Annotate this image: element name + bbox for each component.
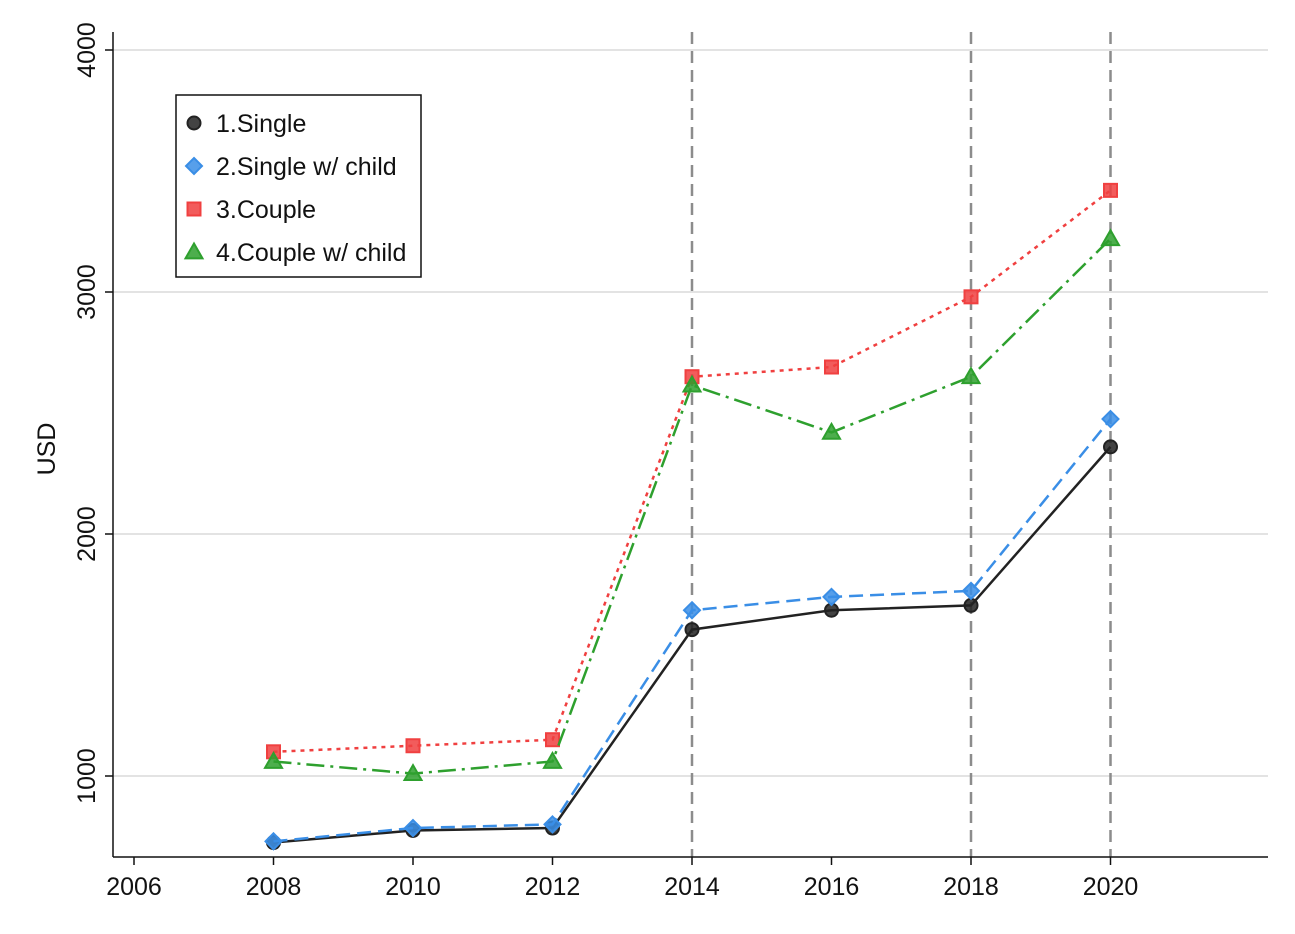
data-point (402, 763, 424, 781)
data-point (681, 374, 703, 393)
ticks: 2006 2008 2010 2012 2014 2016 2018 2020 1000 2000… (73, 22, 1138, 901)
x-tick-label: 2012 (525, 873, 581, 901)
x-tick-label: 2018 (943, 873, 999, 901)
x-tick-label: 2016 (804, 873, 860, 901)
data-point (403, 818, 423, 838)
data-point (545, 732, 560, 748)
data-point (543, 814, 562, 834)
series-4 (263, 228, 1121, 781)
x-tick-label: 2020 (1083, 873, 1139, 901)
data-point (824, 359, 839, 375)
data-point (963, 289, 979, 305)
data-point (1100, 228, 1121, 247)
y-tick-label: 4000 (73, 22, 101, 78)
x-tick-label: 2010 (385, 873, 441, 901)
x-tick-label: 2008 (246, 873, 302, 901)
y-tick-label: 1000 (73, 748, 101, 804)
x-tick-label: 2014 (664, 873, 720, 901)
data-point (821, 421, 842, 440)
data-point (405, 738, 421, 754)
data-point (960, 366, 982, 385)
data-point (682, 600, 702, 620)
axes (112, 32, 1268, 858)
legend-marker (183, 241, 205, 260)
legend-label: 2.Single w/ child (216, 153, 397, 181)
y-tick-label: 3000 (73, 264, 101, 320)
data-point (684, 622, 700, 638)
x-tick-label: 2006 (106, 873, 162, 901)
y-tick-label: 2000 (73, 506, 101, 562)
legend-label: 1.Single (216, 110, 306, 138)
y-axis-title: USD (33, 423, 61, 476)
series-2 (264, 409, 1120, 851)
legend-marker (186, 201, 202, 217)
reference-lines (690, 32, 1112, 857)
legend-marker (184, 156, 204, 176)
data-point (822, 587, 841, 607)
data-point (1101, 409, 1120, 429)
data-point (542, 750, 563, 769)
data-point (1103, 182, 1118, 198)
gridlines (113, 49, 1268, 777)
legend-label: 4.Couple w/ child (216, 239, 406, 267)
legend-marker (186, 115, 202, 131)
data-point (264, 831, 283, 851)
data-point (1103, 439, 1118, 455)
data-point (963, 597, 979, 613)
legend-label: 3.Couple (216, 196, 316, 224)
data-point (263, 750, 284, 769)
data-point (961, 581, 981, 601)
series (263, 182, 1121, 851)
legend-box (175, 94, 422, 278)
legend: 1.Single 2.Single w/ child 3.Couple 4.Coupl… (175, 94, 422, 278)
